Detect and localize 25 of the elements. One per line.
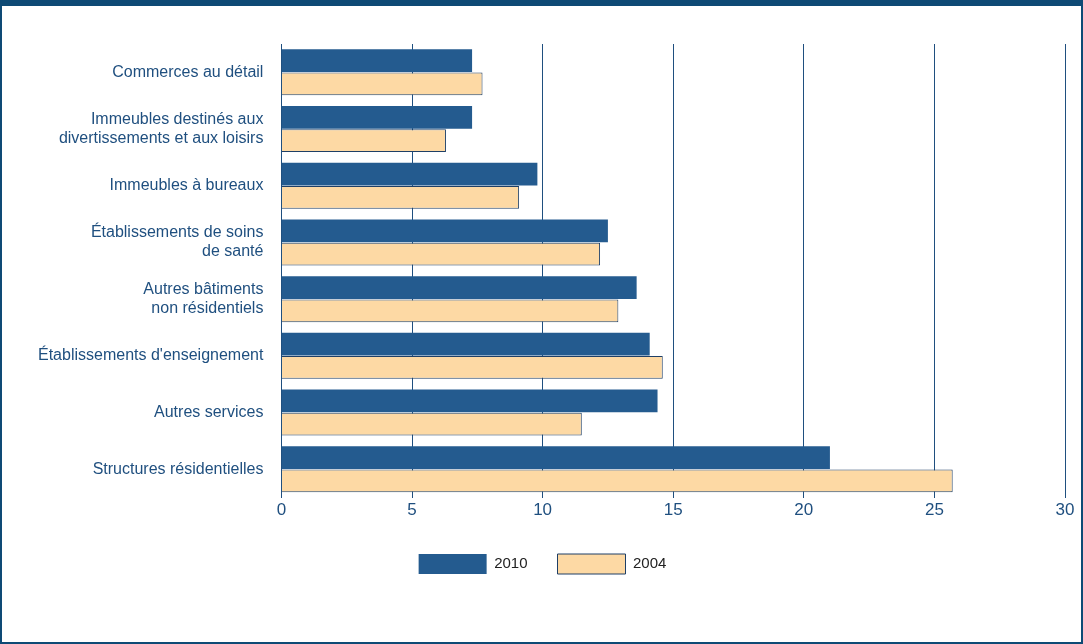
y-tick-label: Autres bâtiments non résidentiels <box>143 279 264 317</box>
bar <box>281 276 637 299</box>
x-tick-label: 10 <box>533 500 553 520</box>
x-tick-label: 30 <box>1055 500 1075 520</box>
x-tick-label: 20 <box>794 500 814 520</box>
y-tick-label: Immeubles destinés aux divertissements et aux loisirs <box>58 109 264 147</box>
y-tick-label: Commerces au détail <box>112 62 264 80</box>
y-tick-label: Immeubles à bureaux <box>109 176 264 194</box>
y-tick-label: Établissements de soins de santé <box>90 222 264 260</box>
y-tick-label: Structures résidentielles <box>92 459 264 477</box>
y-tick-label: Établissements d'enseignement <box>38 345 264 364</box>
bar <box>281 106 473 129</box>
bar <box>281 162 538 186</box>
bar <box>281 49 473 73</box>
y-tick-label: Autres services <box>154 402 264 420</box>
x-tick-label: 5 <box>407 500 417 520</box>
x-tick-label: 15 <box>663 500 683 520</box>
bar <box>281 219 608 243</box>
bar <box>281 446 830 470</box>
x-tick-label: 0 <box>276 500 287 520</box>
bar <box>281 332 650 356</box>
legend-label: 2010 <box>494 554 528 572</box>
x-tick-label: 25 <box>924 500 944 520</box>
legend-label: 2004 <box>633 554 667 572</box>
bar <box>281 389 658 413</box>
